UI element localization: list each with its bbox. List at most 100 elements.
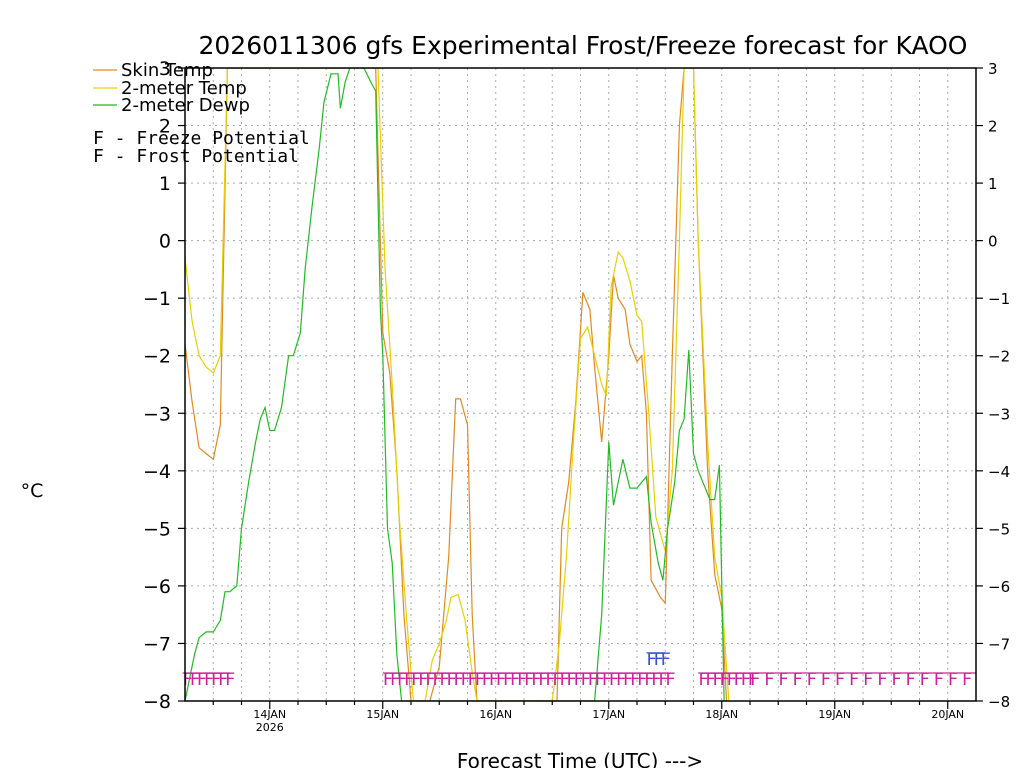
freeze-marker: F	[538, 670, 548, 690]
series-layer	[185, 68, 730, 701]
freeze-marker: F	[183, 670, 193, 690]
x-axis-label: Forecast Time (UTC) --->	[457, 749, 703, 768]
freeze-marker: F	[962, 670, 972, 690]
freeze-marker: F	[726, 670, 736, 690]
freeze-marker: F	[446, 670, 456, 690]
x-tick-label: 19JAN	[818, 708, 851, 721]
freeze-marker: F	[792, 670, 802, 690]
freeze-marker: F	[545, 670, 555, 690]
y-tick-label-left: −5	[143, 518, 171, 540]
freeze-marker: F	[588, 670, 598, 690]
freeze-marker: F	[211, 670, 221, 690]
freeze-marker: F	[658, 670, 668, 690]
freeze-marker: F	[432, 670, 442, 690]
x-tick-label: 18JAN	[705, 708, 738, 721]
y-tick-label-left: 1	[159, 173, 171, 195]
y-tick-label-left: −7	[143, 633, 171, 655]
freeze-marker: F	[807, 670, 817, 690]
freeze-marker: F	[741, 670, 751, 690]
freeze-marker: F	[204, 670, 214, 690]
y-tick-label-left: 0	[159, 231, 171, 253]
freeze-marker: F	[877, 670, 887, 690]
freeze-marker: F	[748, 670, 758, 690]
freeze-marker: F	[905, 670, 915, 690]
freeze-marker: F	[602, 670, 612, 690]
freeze-marker: F	[404, 670, 414, 690]
freeze-marker: F	[190, 670, 200, 690]
y-tick-label-right: 3	[988, 60, 998, 78]
freeze-marker: F	[764, 670, 774, 690]
freeze-marker: F	[595, 670, 605, 690]
freeze-marker: F	[383, 670, 393, 690]
y-tick-label-right: −7	[988, 635, 1010, 653]
y-tick-label-right: 0	[988, 233, 998, 251]
legend-freeze-potential: F - Freeze Potential	[93, 128, 310, 149]
freeze-marker: F	[531, 670, 541, 690]
plot-frame	[184, 67, 977, 702]
freeze-marker: F	[863, 670, 873, 690]
y-tick-label-left: −3	[143, 403, 171, 425]
freeze-marker: F	[665, 670, 675, 690]
freeze-marker: F	[705, 670, 715, 690]
legend-skin-temp: Skin Temp	[121, 60, 213, 81]
x-tick-label: 17JAN	[592, 708, 625, 721]
series-2-meter-dewp	[185, 68, 725, 701]
freeze-marker: F	[411, 670, 421, 690]
x-tick-sublabel: 2026	[256, 721, 284, 734]
freeze-marker: F	[712, 670, 722, 690]
freeze-marker: F	[920, 670, 930, 690]
freeze-marker: F	[475, 670, 485, 690]
freeze-marker: F	[460, 670, 470, 690]
x-tick-label: 16JAN	[479, 708, 512, 721]
y-tick-label-left: −4	[143, 461, 171, 483]
freeze-marker: F	[934, 670, 944, 690]
freeze-marker: F	[468, 670, 478, 690]
freeze-marker: F	[630, 670, 640, 690]
freeze-marker: F	[218, 670, 228, 690]
freeze-marker: F	[891, 670, 901, 690]
frost-marker: F	[653, 650, 663, 670]
freeze-marker: F	[517, 670, 527, 690]
y-tick-label-left: 3	[159, 58, 171, 80]
legend: Skin Temp 2-meter Temp 2-meter Dewp F - …	[93, 60, 310, 167]
y-tick-label-right: −1	[988, 290, 1010, 308]
freeze-marker: F	[698, 670, 708, 690]
freeze-marker: F	[496, 670, 506, 690]
freeze-marker: F	[425, 670, 435, 690]
freeze-marker: F	[197, 670, 207, 690]
freeze-marker: F	[418, 670, 428, 690]
freeze-marker: F	[821, 670, 831, 690]
legend-2m-dewp: 2-meter Dewp	[121, 95, 250, 116]
freeze-marker: F	[750, 670, 760, 690]
y-tick-label-left: −6	[143, 576, 171, 598]
legend-2m-temp: 2-meter Temp	[121, 78, 247, 99]
y-axis-label: °C	[21, 480, 44, 502]
freeze-marker: F	[482, 670, 492, 690]
x-tick-label: 14JAN	[253, 708, 286, 721]
y-tick-label-left: −8	[143, 691, 171, 713]
freeze-marker: F	[637, 670, 647, 690]
freeze-marker: F	[581, 670, 591, 690]
freeze-marker: F	[510, 670, 520, 690]
freeze-marker: F	[503, 670, 513, 690]
x-tick-label: 20JAN	[931, 708, 964, 721]
freeze-marker: F	[559, 670, 569, 690]
y-tick-label-right: 2	[988, 118, 998, 136]
y-tick-label-right: −6	[988, 578, 1010, 596]
y-tick-label-right: 1	[988, 175, 998, 193]
freeze-marker: F	[552, 670, 562, 690]
freeze-marker: F	[948, 670, 958, 690]
freeze-marker: F	[524, 670, 534, 690]
series-2-meter-temp	[185, 68, 730, 701]
freeze-marker: F	[453, 670, 463, 690]
x-tick-label: 15JAN	[366, 708, 399, 721]
grid	[185, 68, 976, 701]
y-tick-label-right: −8	[988, 693, 1010, 711]
freeze-marker: F	[616, 670, 626, 690]
y-tick-label-left: −2	[143, 346, 171, 368]
frost-marker: F	[646, 650, 656, 670]
chart-title: 2026011306 gfs Experimental Frost/Freeze…	[199, 31, 968, 60]
freeze-marker: F	[719, 670, 729, 690]
y-tick-label-left: −1	[143, 288, 171, 310]
